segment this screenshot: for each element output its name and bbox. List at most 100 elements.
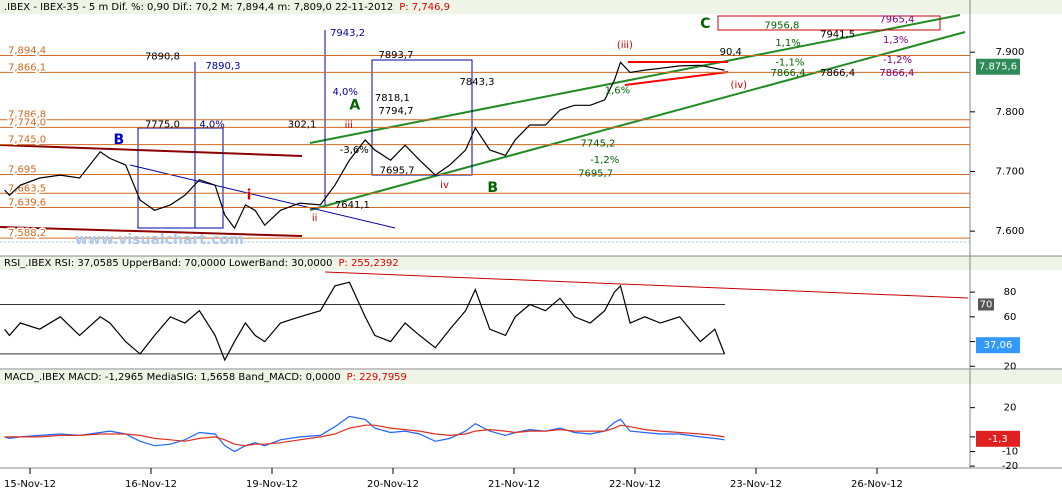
panel-title: MACD_.IBEX MACD: -1,2965 MediaSIG: 1,565… [4, 372, 341, 383]
x-tick-label: 15-Nov-12 [4, 479, 56, 490]
last-value-label: 7.875,6 [979, 62, 1017, 73]
annotation: -1,2% [883, 55, 912, 66]
annotation: 7866,4 [879, 68, 914, 79]
y-tick-label: 7.600 [996, 226, 1025, 237]
annotation: 7866,4 [820, 68, 855, 79]
panel-title: .IBEX - IBEX-35 - 5 m Dif. %: 0,90 Dif.:… [4, 2, 393, 13]
box [137, 127, 224, 229]
annotation: (iv) [731, 80, 748, 91]
annotation: 7890,8 [145, 51, 180, 62]
level-label: 7,894,4 [8, 46, 46, 57]
annotation: 7775,0 [145, 119, 180, 130]
channel-line [309, 31, 966, 211]
level-label: 7,663,5 [8, 183, 46, 194]
y-tick-label: 60 [1004, 312, 1017, 323]
level-label: 7,745,0 [8, 135, 46, 146]
annotation: (iii) [617, 40, 633, 51]
annotation: 302,1 [288, 119, 317, 130]
trend-line [129, 164, 396, 229]
series-line [4, 61, 725, 230]
annotation: 90,4 [720, 47, 742, 58]
level-label: 7,866,1 [8, 62, 46, 73]
annotation: 7695,7 [578, 168, 613, 179]
last-value-box [976, 430, 1020, 447]
x-tick-label: 19-Nov-12 [246, 479, 298, 490]
watermark: www.visualchart.com [75, 232, 244, 248]
level-label: 7,695 [8, 164, 37, 175]
series-line [4, 415, 725, 453]
y-tick-label: 7.800 [996, 107, 1025, 118]
annotation: 1,1% [775, 38, 800, 49]
studies [0, 14, 970, 299]
x-tick-label: 21-Nov-12 [488, 479, 540, 490]
annotation: -3,6% [340, 145, 369, 156]
annotation: -1,1% [775, 57, 804, 68]
annotation: C [700, 16, 710, 32]
annotation: iv [440, 180, 449, 191]
annotation: 7818,1 [375, 93, 410, 104]
last-value-box [976, 58, 1020, 75]
target-box [717, 15, 941, 31]
band-box [978, 298, 994, 311]
annotation: iii [345, 120, 353, 131]
channel-line [0, 226, 303, 237]
panel-subtitle: P: 7,746,9 [399, 2, 450, 13]
y-tick-label: 7.700 [996, 166, 1025, 177]
annotation: B [113, 132, 124, 148]
y-tick-label: 20 [1004, 361, 1017, 372]
channel-line [0, 144, 303, 157]
annotation: 7843,3 [460, 77, 495, 88]
annotation: B [487, 180, 498, 196]
annotation: 7641,1 [335, 200, 370, 211]
annotation: 7890,3 [205, 61, 240, 72]
x-tick-label: 23-Nov-12 [730, 479, 782, 490]
y-tick-label: 20 [1004, 403, 1017, 414]
y-tick-label: 7.900 [996, 47, 1025, 58]
panel-title: RSI_.IBEX RSI: 37,0585 UpperBand: 70,000… [4, 258, 332, 269]
annotation: 1,6% [605, 85, 630, 96]
y-tick-label: -10 [1002, 447, 1018, 458]
annotation: -1,2% [590, 155, 619, 166]
series-line [4, 424, 725, 447]
level-label: 7,774,0 [8, 117, 46, 128]
trend-line [624, 71, 729, 86]
level-label: 7,786,8 [8, 110, 46, 121]
annotation: 7745,2 [581, 138, 616, 149]
annotation: 7866,4 [770, 68, 805, 79]
y-tick-label: 80 [1004, 287, 1017, 298]
x-tick-label: 16-Nov-12 [125, 479, 177, 490]
last-value-label: 37,06 [984, 340, 1013, 351]
band-label: 70 [980, 299, 993, 310]
level-label: 7,639,6 [8, 198, 46, 209]
header-bar [0, 370, 1062, 384]
last-value-box [976, 337, 1020, 354]
panel-subtitle: P: 255,2392 [338, 258, 398, 269]
annotation: 7941,5 [820, 29, 855, 40]
annotation: 7943,2 [330, 28, 365, 39]
x-tick-label: 22-Nov-12 [609, 479, 661, 490]
header-bar [0, 256, 1062, 270]
annotation: 7893,7 [378, 50, 413, 61]
last-value-label: -1,3 [988, 434, 1008, 445]
header-bar [0, 0, 1062, 14]
level-label: 7,588,2 [8, 228, 46, 239]
annotation: 7695,7 [380, 165, 415, 176]
annotation: 1,3% [883, 35, 908, 46]
panel-subtitle: P: 229,7959 [347, 372, 407, 383]
annotation: ii [312, 213, 318, 224]
series-line [4, 281, 726, 362]
annotation: 4,0% [332, 87, 357, 98]
annotation: 7956,8 [764, 20, 799, 31]
channel-line [309, 14, 961, 144]
rsi-trend [324, 271, 969, 299]
box [371, 59, 473, 176]
x-tick-label: 26-Nov-12 [851, 479, 903, 490]
y-tick-label: -20 [1002, 461, 1018, 472]
annotation: 4,0% [199, 119, 224, 130]
annotation: 7794,7 [378, 106, 413, 117]
annotation: 7965,4 [879, 14, 914, 25]
x-tick-label: 20-Nov-12 [367, 479, 419, 490]
annotation: A [349, 97, 360, 113]
